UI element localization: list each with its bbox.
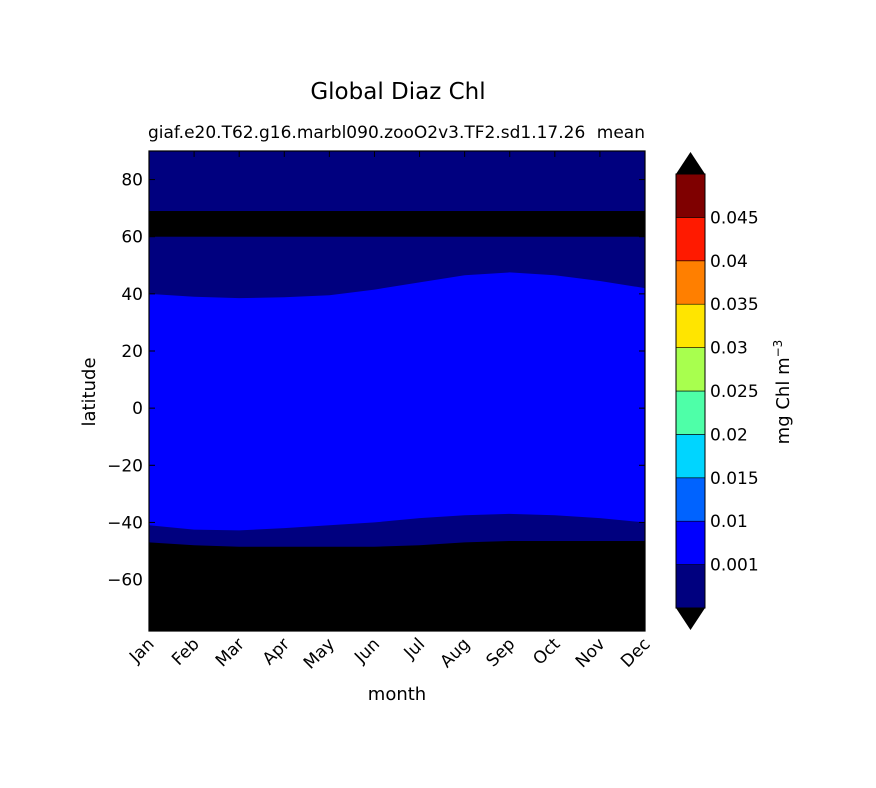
x-tick-label: Nov	[572, 634, 610, 672]
x-tick-label: Sep	[482, 634, 519, 671]
colorbar-tick-label: 0.04	[710, 252, 748, 272]
colorbar-segment	[675, 520, 706, 565]
x-tick-label: Jan	[125, 634, 158, 667]
y-tick-label: 40	[121, 285, 143, 305]
colorbar-label: mg Chl m−3	[771, 340, 794, 445]
colorbar-segment	[675, 477, 706, 522]
x-tick-label: Apr	[259, 634, 294, 669]
chart-subtitle-left: giaf.e20.T62.g16.marbl090.zooO2v3.TF2.sd…	[148, 123, 585, 143]
colorbar-label-exponent: −3	[771, 340, 785, 358]
band-south-nodata	[149, 541, 645, 631]
y-tick-label: −40	[107, 513, 143, 533]
colorbar-segment	[675, 347, 706, 392]
colorbar-tick-label: 0.02	[710, 425, 748, 445]
y-tick-label: 0	[132, 399, 143, 419]
x-tick-label: Jul	[400, 634, 429, 663]
x-tick-label: Dec	[617, 634, 654, 671]
y-axis: 80 60 40 20 0 −20 −40 −60	[107, 171, 645, 591]
y-tick-label: 60	[121, 228, 143, 248]
colorbar-extend-top	[676, 152, 705, 174]
y-axis-label: latitude	[79, 357, 100, 426]
x-tick-label: Aug	[437, 634, 475, 672]
colorbar-segment	[675, 173, 706, 218]
x-tick-label: May	[300, 634, 339, 673]
x-tick-label: Jun	[350, 634, 384, 668]
y-tick-label: −20	[107, 456, 143, 476]
y-tick-label: 80	[121, 171, 143, 191]
colorbar-segment	[675, 564, 706, 609]
x-tick-label: Feb	[168, 634, 203, 669]
plot-frame	[148, 150, 646, 632]
colorbar-segment	[675, 434, 706, 479]
colorbar-tick-label: 0.01	[710, 512, 748, 532]
colorbar-segment	[675, 303, 706, 348]
colorbar-segment	[675, 260, 706, 305]
x-tick-label: Oct	[529, 634, 564, 669]
colorbar-label-text: mg Chl m	[773, 357, 794, 444]
colorbar-tick-label: 0.045	[710, 208, 759, 228]
colorbar-tick-label: 0.025	[710, 382, 759, 402]
x-tick-label: Mar	[212, 634, 249, 671]
chart-subtitle-right: mean	[597, 123, 645, 143]
colorbar-tick-label: 0.001	[710, 556, 759, 576]
colorbar-tick-label: 0.03	[710, 339, 748, 359]
chart-title: Global Diaz Chl	[310, 79, 485, 105]
colorbar-tick-label: 0.015	[710, 469, 759, 489]
colorbar: 0.001 0.01 0.015 0.02 0.025 0.03 0.035 0.04 0.04…	[675, 152, 759, 630]
y-tick-label: 20	[121, 342, 143, 362]
colorbar-segment	[675, 217, 706, 262]
band-polar-nodata	[149, 211, 645, 237]
colorbar-tick-label: 0.035	[710, 295, 759, 315]
plot-area	[148, 150, 646, 632]
y-tick-label: −60	[107, 571, 143, 591]
colorbar-extend-bottom	[676, 608, 705, 630]
colorbar-frame	[675, 173, 706, 609]
colorbar-segment	[675, 390, 706, 435]
band-mid-0-001	[149, 272, 645, 531]
x-axis-label: month	[368, 684, 426, 705]
